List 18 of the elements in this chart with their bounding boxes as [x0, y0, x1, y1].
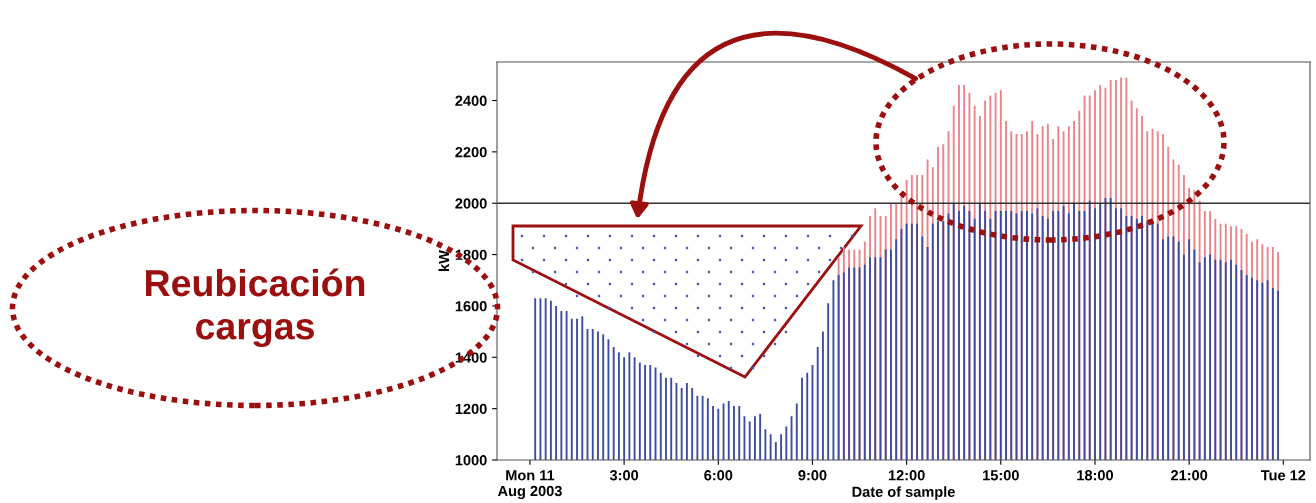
y-tick-label: 2200 [455, 146, 487, 158]
y-tick-label: 2000 [455, 198, 487, 209]
y-tick-label: 1600 [455, 301, 487, 312]
x-tick-label: Mon 11 Aug 2003 [497, 470, 562, 500]
x-tick-label: 15:00 [983, 470, 1019, 481]
y-tick-label: 1200 [455, 403, 487, 415]
y-axis-title: kW [438, 250, 450, 271]
x-tick-label: 9:00 [798, 470, 827, 481]
y-tick-label: 2400 [455, 95, 487, 106]
x-tick-label: Tue 12 [1260, 470, 1306, 481]
x-tick-label: 6:00 [704, 470, 733, 481]
x-axis-title: Date of sample [852, 486, 955, 500]
x-tick-label: 18:00 [1077, 470, 1114, 481]
y-tick-label: 1000 [455, 455, 487, 466]
text: Reubicación cargas [146, 268, 365, 348]
x-tick-label: 21:00 [1171, 470, 1208, 481]
x-tick-label: 3:00 [609, 470, 639, 481]
x-tick-label: 12:00 [888, 470, 925, 481]
